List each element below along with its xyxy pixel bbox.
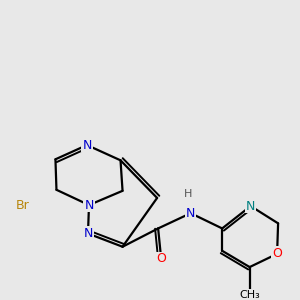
Text: N: N [83, 227, 93, 240]
Text: Br: Br [16, 199, 29, 212]
Text: O: O [156, 252, 166, 266]
Text: N: N [82, 139, 92, 152]
Text: H: H [183, 189, 192, 199]
Text: CH₃: CH₃ [239, 290, 260, 299]
Text: N: N [246, 200, 255, 213]
Text: O: O [272, 248, 282, 260]
Text: N: N [84, 199, 94, 212]
Text: N: N [186, 207, 195, 220]
